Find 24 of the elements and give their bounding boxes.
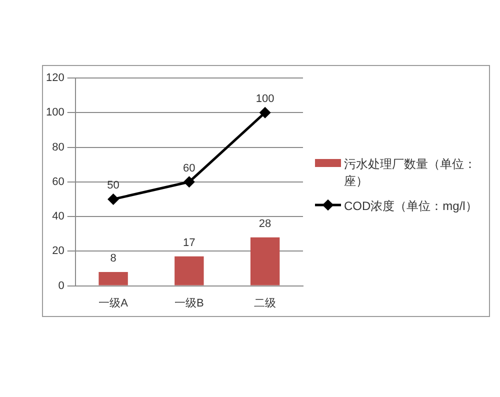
legend-label: 污水处理厂数量（单位：座） [344, 156, 477, 190]
x-tick-label: 一级A [98, 297, 129, 310]
y-tick-label: 0 [58, 280, 64, 292]
y-tick-label: 100 [46, 106, 64, 119]
data-label: 60 [183, 162, 196, 174]
data-label: 100 [256, 93, 274, 106]
point [184, 176, 194, 188]
x-tick-label: 二级 [254, 297, 276, 310]
y-tick-label: 60 [52, 176, 64, 188]
y-tick-label: 120 [46, 72, 64, 84]
data-label: 8 [110, 252, 116, 264]
y-tick-label: 20 [52, 245, 64, 258]
y-tick-label: 80 [52, 141, 64, 154]
bar [250, 237, 280, 286]
legend-label: COD浓度（单位：mg/l） [344, 198, 478, 215]
point [108, 194, 119, 204]
point [260, 107, 270, 118]
bar [174, 256, 204, 286]
data-label: 17 [183, 236, 196, 249]
y-tick-label: 40 [52, 210, 64, 223]
data-label: 28 [258, 218, 272, 230]
data-label: 50 [107, 180, 120, 192]
x-tick-label: 一级B [174, 297, 204, 310]
bar [98, 272, 128, 286]
